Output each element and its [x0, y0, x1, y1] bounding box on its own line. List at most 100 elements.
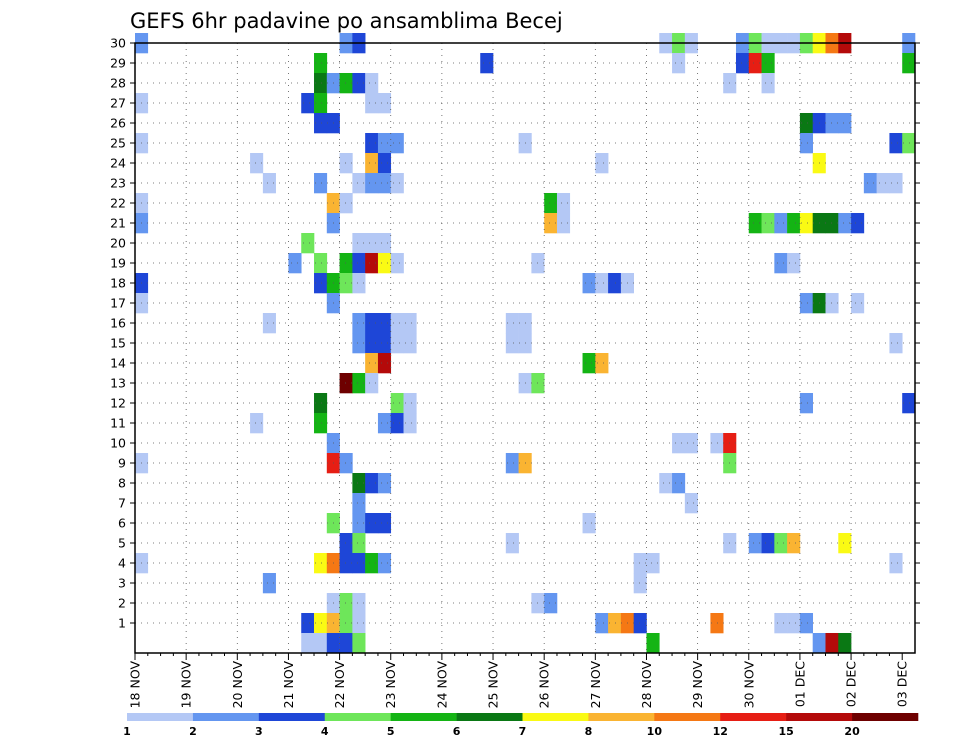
heatmap-cells [135, 33, 916, 654]
y-tick-label: 23 [110, 176, 126, 191]
heatmap-cell [761, 533, 775, 554]
heatmap-cell [365, 473, 379, 494]
heatmap-cell [787, 533, 801, 554]
heatmap-cell [365, 133, 379, 154]
y-tick-label: 14 [110, 356, 126, 371]
heatmap-cell [314, 633, 328, 654]
y-tick-label: 24 [110, 156, 126, 171]
heatmap-cell [505, 333, 519, 354]
heatmap-cell [262, 173, 276, 194]
heatmap-cell [365, 513, 379, 534]
x-tick-label: 28 NOV [639, 661, 654, 709]
heatmap-cell [761, 73, 775, 94]
x-tick-label: 20 NOV [230, 661, 245, 709]
heatmap-cell [403, 413, 417, 434]
heatmap-cell [646, 553, 660, 574]
heatmap-cell [262, 573, 276, 594]
heatmap-cell [825, 113, 839, 134]
heatmap-cell [352, 513, 366, 534]
heatmap-cell [684, 433, 698, 454]
y-tick-label: 30 [110, 36, 126, 51]
heatmap-cell [672, 53, 686, 74]
heatmap-cell [262, 313, 276, 334]
heatmap-cell [365, 353, 379, 374]
heatmap-cell [390, 173, 404, 194]
heatmap-cell [365, 153, 379, 174]
heatmap-cell [365, 233, 379, 254]
heatmap-cell [390, 133, 404, 154]
heatmap-cell [339, 73, 353, 94]
y-tick-label: 17 [110, 296, 126, 311]
heatmap-cell [838, 213, 852, 234]
heatmap-cell [365, 373, 379, 394]
heatmap-cell [838, 533, 852, 554]
heatmap-cell [761, 53, 775, 74]
legend-swatch [258, 713, 326, 721]
heatmap-cell [595, 153, 609, 174]
heatmap-cell [480, 53, 494, 74]
heatmap-cell [365, 553, 379, 574]
heatmap-cell [352, 313, 366, 334]
heatmap-cell [851, 213, 865, 234]
heatmap-cell [314, 73, 328, 94]
heatmap-cell [250, 153, 264, 174]
heatmap-cell [505, 313, 519, 334]
x-tick-label: 19 NOV [179, 661, 194, 709]
y-tick-label: 29 [110, 56, 126, 71]
heatmap-cell [339, 553, 353, 574]
color-legend: 1 2 3 4 5 6 7 8 10 12 15 20 [123, 713, 919, 738]
heatmap-cell [799, 293, 814, 314]
heatmap-cell [659, 473, 673, 494]
heatmap-cell [710, 613, 724, 634]
heatmap-cell [288, 253, 302, 274]
heatmap-cell [608, 273, 622, 294]
x-tick-label: 18 NOV [128, 661, 143, 709]
y-tick-label: 9 [118, 456, 126, 471]
heatmap-cell [838, 633, 852, 654]
y-tick-label: 3 [118, 576, 126, 591]
x-tick-label: 26 NOV [537, 661, 552, 709]
heatmap-cell [339, 273, 353, 294]
heatmap-cell [365, 73, 379, 94]
heatmap-cell [390, 413, 404, 434]
heatmap-cell [633, 553, 647, 574]
heatmap-cell [365, 313, 379, 334]
heatmap-cell [365, 333, 379, 354]
heatmap-cell [748, 533, 762, 554]
heatmap-cell [889, 333, 903, 354]
heatmap-cell [748, 53, 762, 74]
heatmap-cell [352, 333, 366, 354]
legend-label: 3 [255, 725, 263, 738]
heatmap-cell [352, 73, 366, 94]
heatmap-cell [377, 353, 392, 374]
heatmap-cell [352, 593, 366, 614]
legend-label: 4 [321, 725, 329, 738]
heatmap-cell [761, 213, 775, 234]
heatmap-cell [787, 213, 801, 234]
legend-label: 7 [519, 725, 527, 738]
heatmap-cell [390, 393, 404, 414]
heatmap-cell [352, 173, 366, 194]
heatmap-cell [314, 53, 328, 74]
legend-label: 6 [453, 725, 461, 738]
heatmap-cell [352, 493, 366, 514]
heatmap-cell [646, 633, 660, 654]
heatmap-cell [608, 613, 622, 634]
legend-swatch [522, 713, 589, 721]
legend-swatch [852, 713, 919, 721]
legend-swatch [192, 713, 260, 721]
heatmap-cell [825, 213, 839, 234]
y-tick-label: 18 [110, 276, 126, 291]
y-tick-label: 16 [110, 316, 126, 331]
y-tick-label: 10 [110, 436, 126, 451]
heatmap-cell [889, 133, 903, 154]
y-tick-label: 13 [110, 376, 126, 391]
y-tick-label: 20 [110, 236, 126, 251]
x-tick-label: 02 DEC [844, 661, 859, 707]
legend-swatch [456, 713, 523, 721]
heatmap-cell [301, 93, 315, 114]
heatmap-cell [403, 393, 417, 414]
heatmap-cell [377, 513, 392, 534]
heatmap-cell [863, 173, 877, 194]
